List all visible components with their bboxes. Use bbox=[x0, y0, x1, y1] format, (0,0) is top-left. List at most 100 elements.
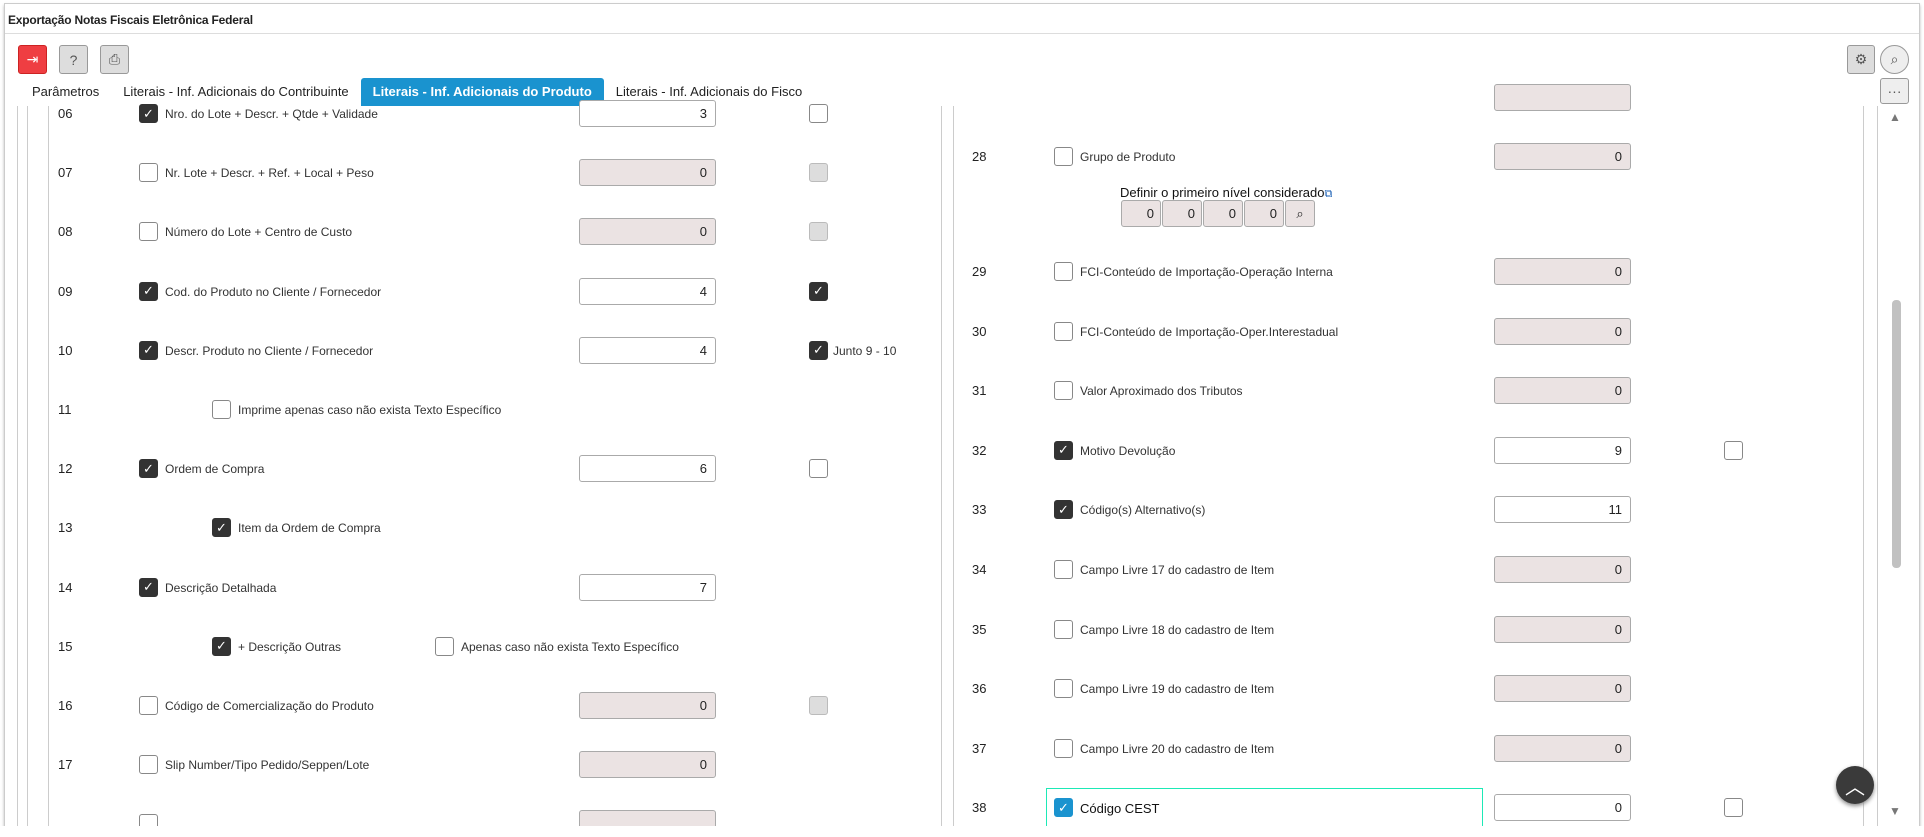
divider bbox=[1877, 106, 1878, 827]
settings-button[interactable]: ⚙ bbox=[1847, 45, 1875, 74]
tab-fisco[interactable]: Literais - Inf. Adicionais do Fisco bbox=[615, 84, 803, 99]
option-checkbox[interactable] bbox=[212, 400, 231, 419]
row-number: 29 bbox=[972, 264, 987, 279]
tab-parametros[interactable]: Parâmetros bbox=[32, 84, 100, 99]
sequence-input[interactable]: 6 bbox=[579, 455, 716, 483]
exit-icon: ⇥ bbox=[26, 51, 39, 67]
option-label: Motivo Devolução bbox=[1080, 443, 1176, 458]
option-label: Descrição Detalhada bbox=[165, 580, 277, 595]
sequence-input[interactable]: 4 bbox=[579, 277, 716, 305]
row-number: 31 bbox=[972, 383, 987, 399]
sequence-input[interactable]: 9 bbox=[1494, 436, 1631, 464]
level-search-button[interactable]: ⌕ bbox=[1285, 200, 1315, 227]
value-input bbox=[1494, 84, 1631, 111]
extra-label: Junto 9 - 10 bbox=[833, 343, 897, 358]
exit-button[interactable]: ⇥ bbox=[18, 45, 47, 74]
check-icon: ✓ bbox=[143, 460, 154, 476]
option-checkbox[interactable]: ✓ bbox=[139, 577, 158, 597]
check-icon: ✓ bbox=[216, 638, 227, 654]
tab-bar: Parâmetros Literais - Inf. Adicionais do… bbox=[20, 78, 814, 106]
extra-checkbox[interactable] bbox=[1724, 798, 1743, 818]
option-checkbox[interactable] bbox=[1054, 738, 1073, 758]
option-label: Apenas caso não exista Texto Específico bbox=[461, 639, 679, 654]
print-button[interactable]: ⎙ bbox=[100, 45, 129, 74]
extra-checkbox[interactable] bbox=[1724, 440, 1743, 460]
level-input-1[interactable]: 0 bbox=[1121, 200, 1161, 227]
sequence-input: 0 bbox=[579, 218, 716, 246]
option-label: Código de Comercialização do Produto bbox=[165, 699, 374, 713]
option-label: Cod. do Produto no Cliente / Fornecedor bbox=[165, 284, 382, 299]
row-number: 13 bbox=[58, 520, 73, 536]
sequence-input[interactable]: 0 bbox=[1494, 794, 1631, 822]
option-checkbox[interactable]: ✓ bbox=[1054, 798, 1073, 818]
check-icon: ✓ bbox=[1058, 501, 1069, 517]
option-checkbox[interactable] bbox=[139, 696, 158, 715]
option-checkbox[interactable]: ✓ bbox=[139, 459, 158, 479]
help-button[interactable]: ? bbox=[59, 45, 88, 74]
level-input-3[interactable]: 0 bbox=[1203, 200, 1243, 227]
row-number: 33 bbox=[972, 502, 987, 518]
check-icon: ✓ bbox=[813, 342, 824, 358]
sequence-input[interactable]: 3 bbox=[579, 100, 716, 127]
option-label: Código(s) Alternativo(s) bbox=[1080, 503, 1206, 518]
row-number: 28 bbox=[972, 149, 987, 164]
sequence-input: 0 bbox=[579, 159, 716, 187]
extra-checkbox[interactable]: ✓ bbox=[809, 340, 828, 360]
option-checkbox[interactable] bbox=[1054, 679, 1073, 699]
option-label: FCI-Conteúdo de Importação-Operação Inte… bbox=[1080, 265, 1333, 279]
more-button[interactable]: ··· bbox=[1880, 78, 1909, 104]
scroll-to-top-button[interactable]: ︿ bbox=[1836, 766, 1874, 804]
option-checkbox[interactable] bbox=[139, 755, 158, 775]
row-number: 12 bbox=[58, 461, 73, 477]
tab-produto[interactable]: Literais - Inf. Adicionais do Produto bbox=[360, 78, 604, 106]
extra-checkbox[interactable] bbox=[809, 104, 828, 123]
sequence-input: 0 bbox=[1494, 317, 1631, 345]
copy-icon[interactable]: ⧉ bbox=[1324, 188, 1333, 200]
tab-contribuinte[interactable]: Literais - Inf. Adicionais do Contribuin… bbox=[123, 84, 349, 99]
option-checkbox[interactable]: ✓ bbox=[1054, 440, 1073, 460]
gear-icon: ⚙ bbox=[1854, 51, 1868, 67]
row-number: 10 bbox=[58, 342, 73, 358]
scrollbar-thumb[interactable] bbox=[1892, 300, 1901, 568]
level-input-4[interactable]: 0 bbox=[1244, 200, 1284, 227]
check-icon: ✓ bbox=[143, 579, 154, 595]
scroll-down-icon[interactable]: ▼ bbox=[1889, 804, 1901, 818]
option-checkbox[interactable] bbox=[1054, 262, 1073, 281]
option-checkbox[interactable] bbox=[435, 636, 454, 656]
sequence-input[interactable]: 7 bbox=[579, 573, 716, 601]
divider bbox=[953, 106, 954, 827]
row-number: 35 bbox=[972, 621, 987, 637]
row-number: 06 bbox=[58, 106, 73, 121]
option-checkbox[interactable]: ✓ bbox=[1054, 500, 1073, 520]
window-title: Exportação Notas Fiscais Eletrônica Fede… bbox=[8, 13, 253, 27]
option-checkbox[interactable]: ✓ bbox=[139, 340, 158, 360]
option-checkbox[interactable]: ✓ bbox=[212, 636, 231, 656]
scrollbar[interactable]: ▲ ▼ bbox=[1882, 106, 1908, 826]
sequence-input: 0 bbox=[1494, 615, 1631, 643]
option-checkbox[interactable] bbox=[1054, 381, 1073, 401]
chevron-up-icon: ︿ bbox=[1845, 776, 1865, 799]
extra-checkbox[interactable] bbox=[809, 459, 828, 479]
scroll-up-icon[interactable]: ▲ bbox=[1889, 110, 1901, 124]
extra-checkbox[interactable]: ✓ bbox=[809, 281, 828, 301]
row-number: 38 bbox=[972, 800, 987, 816]
option-label: Código CEST bbox=[1080, 801, 1160, 817]
row-number: 34 bbox=[972, 562, 987, 577]
option-checkbox[interactable] bbox=[139, 222, 158, 242]
search-button[interactable]: ⌕ bbox=[1880, 45, 1909, 74]
option-checkbox[interactable] bbox=[1054, 560, 1073, 579]
level-input-2[interactable]: 0 bbox=[1162, 200, 1202, 227]
option-checkbox[interactable]: ✓ bbox=[139, 104, 158, 123]
sequence-input[interactable]: 11 bbox=[1494, 496, 1631, 524]
option-label: Descr. Produto no Cliente / Fornecedor bbox=[165, 343, 374, 358]
option-checkbox[interactable]: ✓ bbox=[212, 518, 231, 538]
divider bbox=[17, 106, 18, 827]
row-number: 16 bbox=[58, 698, 73, 713]
option-checkbox[interactable]: ✓ bbox=[139, 281, 158, 301]
option-checkbox[interactable] bbox=[1054, 619, 1073, 639]
option-checkbox[interactable] bbox=[1054, 321, 1073, 341]
sequence-input[interactable]: 4 bbox=[579, 336, 716, 364]
option-checkbox[interactable] bbox=[139, 163, 158, 183]
option-label: Imprime apenas caso não exista Texto Esp… bbox=[238, 403, 502, 417]
option-checkbox[interactable] bbox=[1054, 147, 1073, 166]
